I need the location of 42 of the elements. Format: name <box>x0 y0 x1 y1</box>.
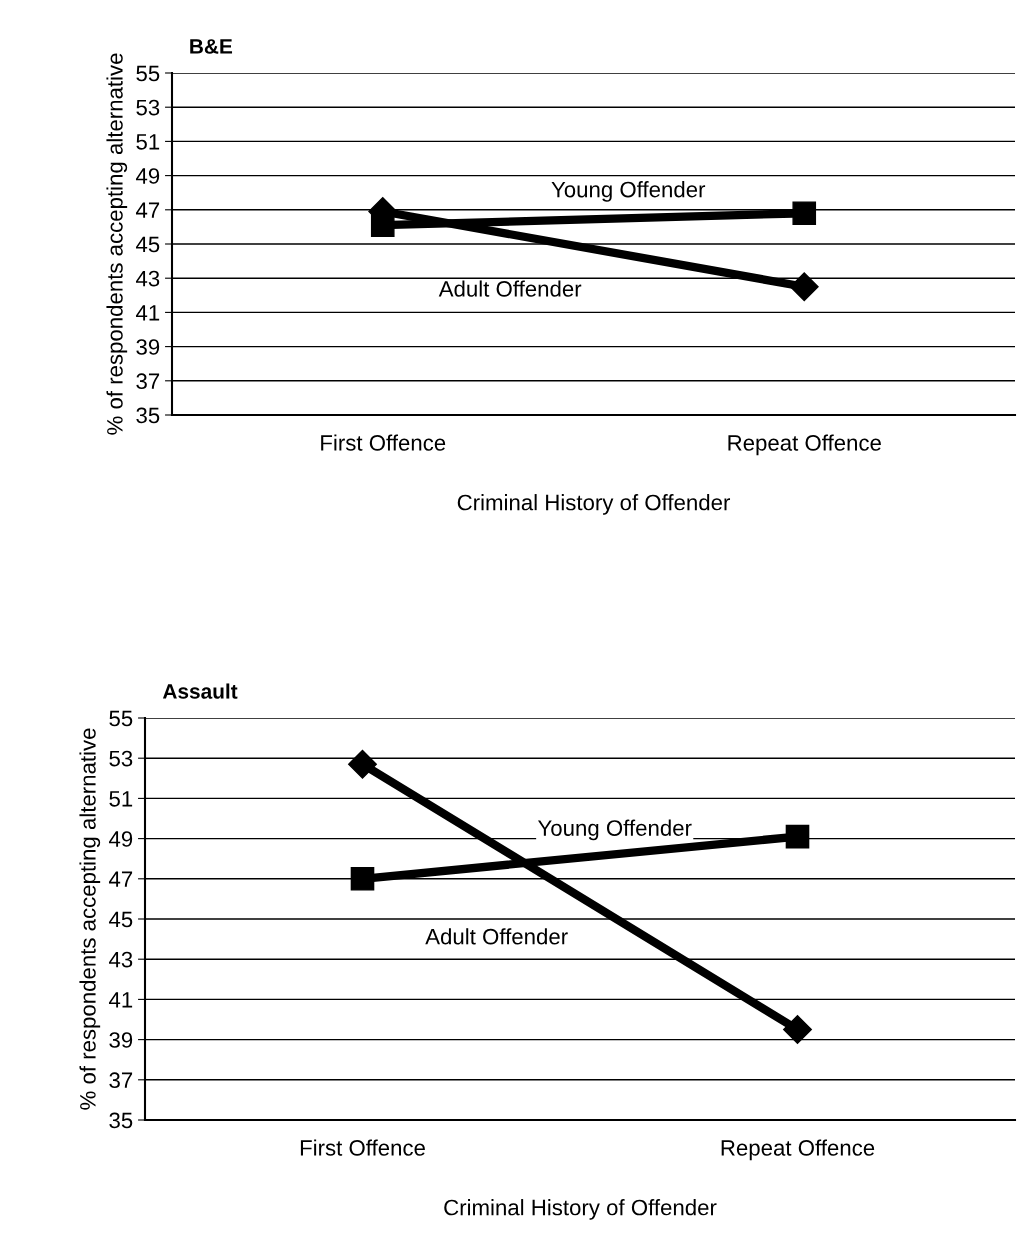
point <box>348 749 377 779</box>
y-tick-label: 53 <box>136 99 160 116</box>
series-label: Young Offender <box>551 181 706 202</box>
y-tick-label: 47 <box>108 871 133 887</box>
y-tick-label: 43 <box>135 270 160 287</box>
series-label: Adult Offender <box>425 928 568 945</box>
x-tick-label: First Offence <box>300 1139 425 1156</box>
y-tick-label: 39 <box>109 1032 133 1048</box>
y-tick-label: 47 <box>135 202 160 218</box>
y-tick-label: 55 <box>109 710 133 727</box>
y-tick-label: 43 <box>108 951 133 968</box>
point <box>789 272 819 302</box>
y-tick-label: 45 <box>108 911 133 928</box>
y-tick-label: 37 <box>109 1072 133 1089</box>
y-tick-label: 35 <box>109 1112 133 1129</box>
y-tick-label: 53 <box>109 750 133 767</box>
y-tick-label: 51 <box>136 134 160 150</box>
y-tick-label: 45 <box>135 236 160 253</box>
y-tick-label: 49 <box>135 168 160 184</box>
chart-title: B&E <box>190 39 233 54</box>
y-tick-label: 49 <box>108 831 133 847</box>
x-axis-title: Criminal History of Offender <box>444 1199 717 1220</box>
y-tick-label: 41 <box>108 992 133 1008</box>
x-axis-title: Criminal History of Offender <box>457 494 731 515</box>
series-label: Adult Offender <box>438 280 582 297</box>
point <box>783 1015 812 1044</box>
y-tick-label: 41 <box>135 305 160 321</box>
y-axis-title: % of respondents accepting alternative <box>106 53 128 435</box>
y-tick-label: 39 <box>136 339 160 355</box>
y-tick-label: 35 <box>136 407 160 424</box>
y-tick-label: 51 <box>109 791 133 807</box>
x-tick-label: Repeat Offence <box>721 1139 875 1161</box>
point <box>792 201 817 226</box>
point <box>350 866 375 891</box>
y-tick-label: 37 <box>136 373 160 390</box>
point <box>785 824 810 849</box>
x-tick-label: First Offence <box>321 434 446 451</box>
x-tick-label: Repeat Offence <box>728 434 881 456</box>
chart-title: Assault <box>162 683 238 699</box>
y-axis-title: % of respondents accepting alternative <box>79 728 101 1110</box>
series-label: Young Offender <box>537 819 692 841</box>
y-tick-label: 55 <box>136 65 160 82</box>
